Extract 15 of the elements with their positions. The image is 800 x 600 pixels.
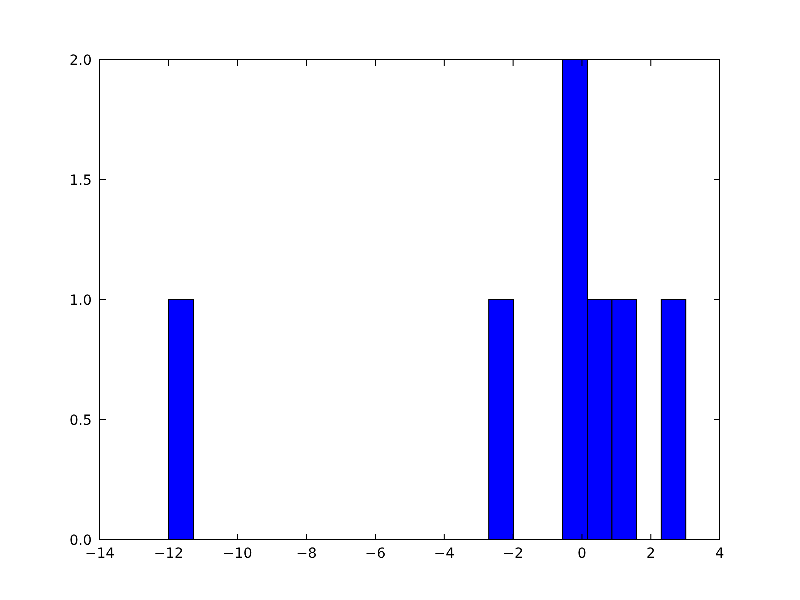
x-tick-label: −6 [365,546,386,562]
x-tick-label: −10 [223,546,253,562]
y-tick-label: 0.0 [70,533,92,549]
y-tick-label: 0.5 [70,413,92,429]
x-tick-label: −8 [296,546,317,562]
y-tick-label: 1.5 [70,173,92,189]
y-tick-label: 1.0 [70,293,92,309]
x-tick-label: −12 [154,546,184,562]
x-tick-label: −14 [85,546,115,562]
x-tick-label: −2 [503,546,524,562]
x-tick-label: 0 [578,546,587,562]
y-tick-label: 2.0 [70,53,92,69]
x-tick-label: −4 [434,546,455,562]
x-tick-label: 4 [716,546,725,562]
x-tick-label: 2 [646,546,656,562]
